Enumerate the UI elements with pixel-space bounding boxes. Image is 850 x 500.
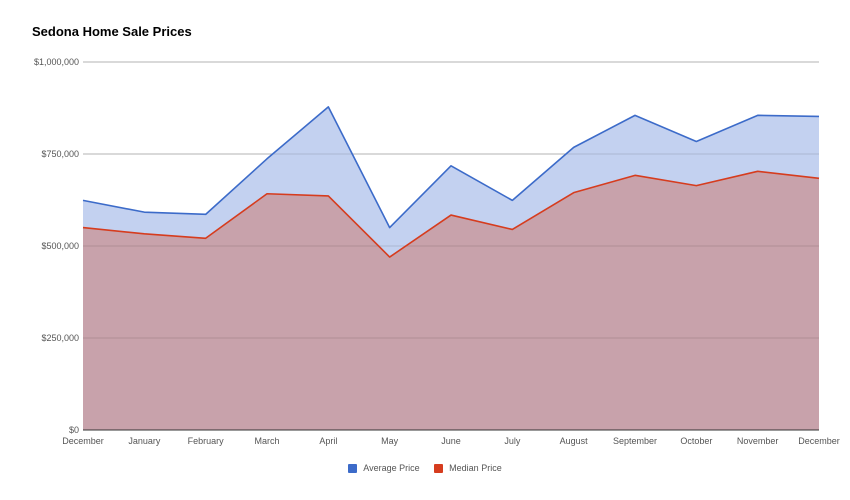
- area-fill-series-1: [83, 171, 819, 430]
- y-tick-label: $750,000: [41, 149, 79, 159]
- y-tick-label: $500,000: [41, 241, 79, 251]
- x-tick-label: December: [798, 436, 840, 446]
- x-tick-label: February: [188, 436, 225, 446]
- legend-swatch-average: [348, 463, 358, 473]
- y-tick-label: $250,000: [41, 333, 79, 343]
- x-tick-label: August: [560, 436, 589, 446]
- x-tick-label: June: [441, 436, 461, 446]
- chart-title: Sedona Home Sale Prices: [32, 24, 192, 39]
- series-lines: [82, 106, 820, 431]
- legend-swatch-median: [434, 463, 444, 473]
- x-tick-label: September: [613, 436, 657, 446]
- legend: Average Price Median Price: [0, 463, 850, 475]
- x-tick-label: October: [680, 436, 712, 446]
- legend-item-median: Median Price: [434, 463, 502, 473]
- y-tick-label: $0: [69, 425, 79, 435]
- x-tick-label: November: [737, 436, 779, 446]
- area-fills: [83, 61, 819, 431]
- axis-labels: $0 $250,000 $500,000 $750,000 $1,000,000 Dece…: [34, 57, 840, 446]
- x-tick-label: July: [504, 436, 521, 446]
- x-tick-label: March: [254, 436, 279, 446]
- x-tick-label: January: [128, 436, 161, 446]
- legend-label-average: Average Price: [363, 463, 420, 473]
- x-tick-label: May: [381, 436, 399, 446]
- x-tick-label: December: [62, 436, 104, 446]
- legend-label-median: Median Price: [449, 463, 502, 473]
- x-tick-label: April: [319, 436, 337, 446]
- legend-item-average: Average Price: [348, 463, 420, 473]
- y-tick-label: $1,000,000: [34, 57, 79, 67]
